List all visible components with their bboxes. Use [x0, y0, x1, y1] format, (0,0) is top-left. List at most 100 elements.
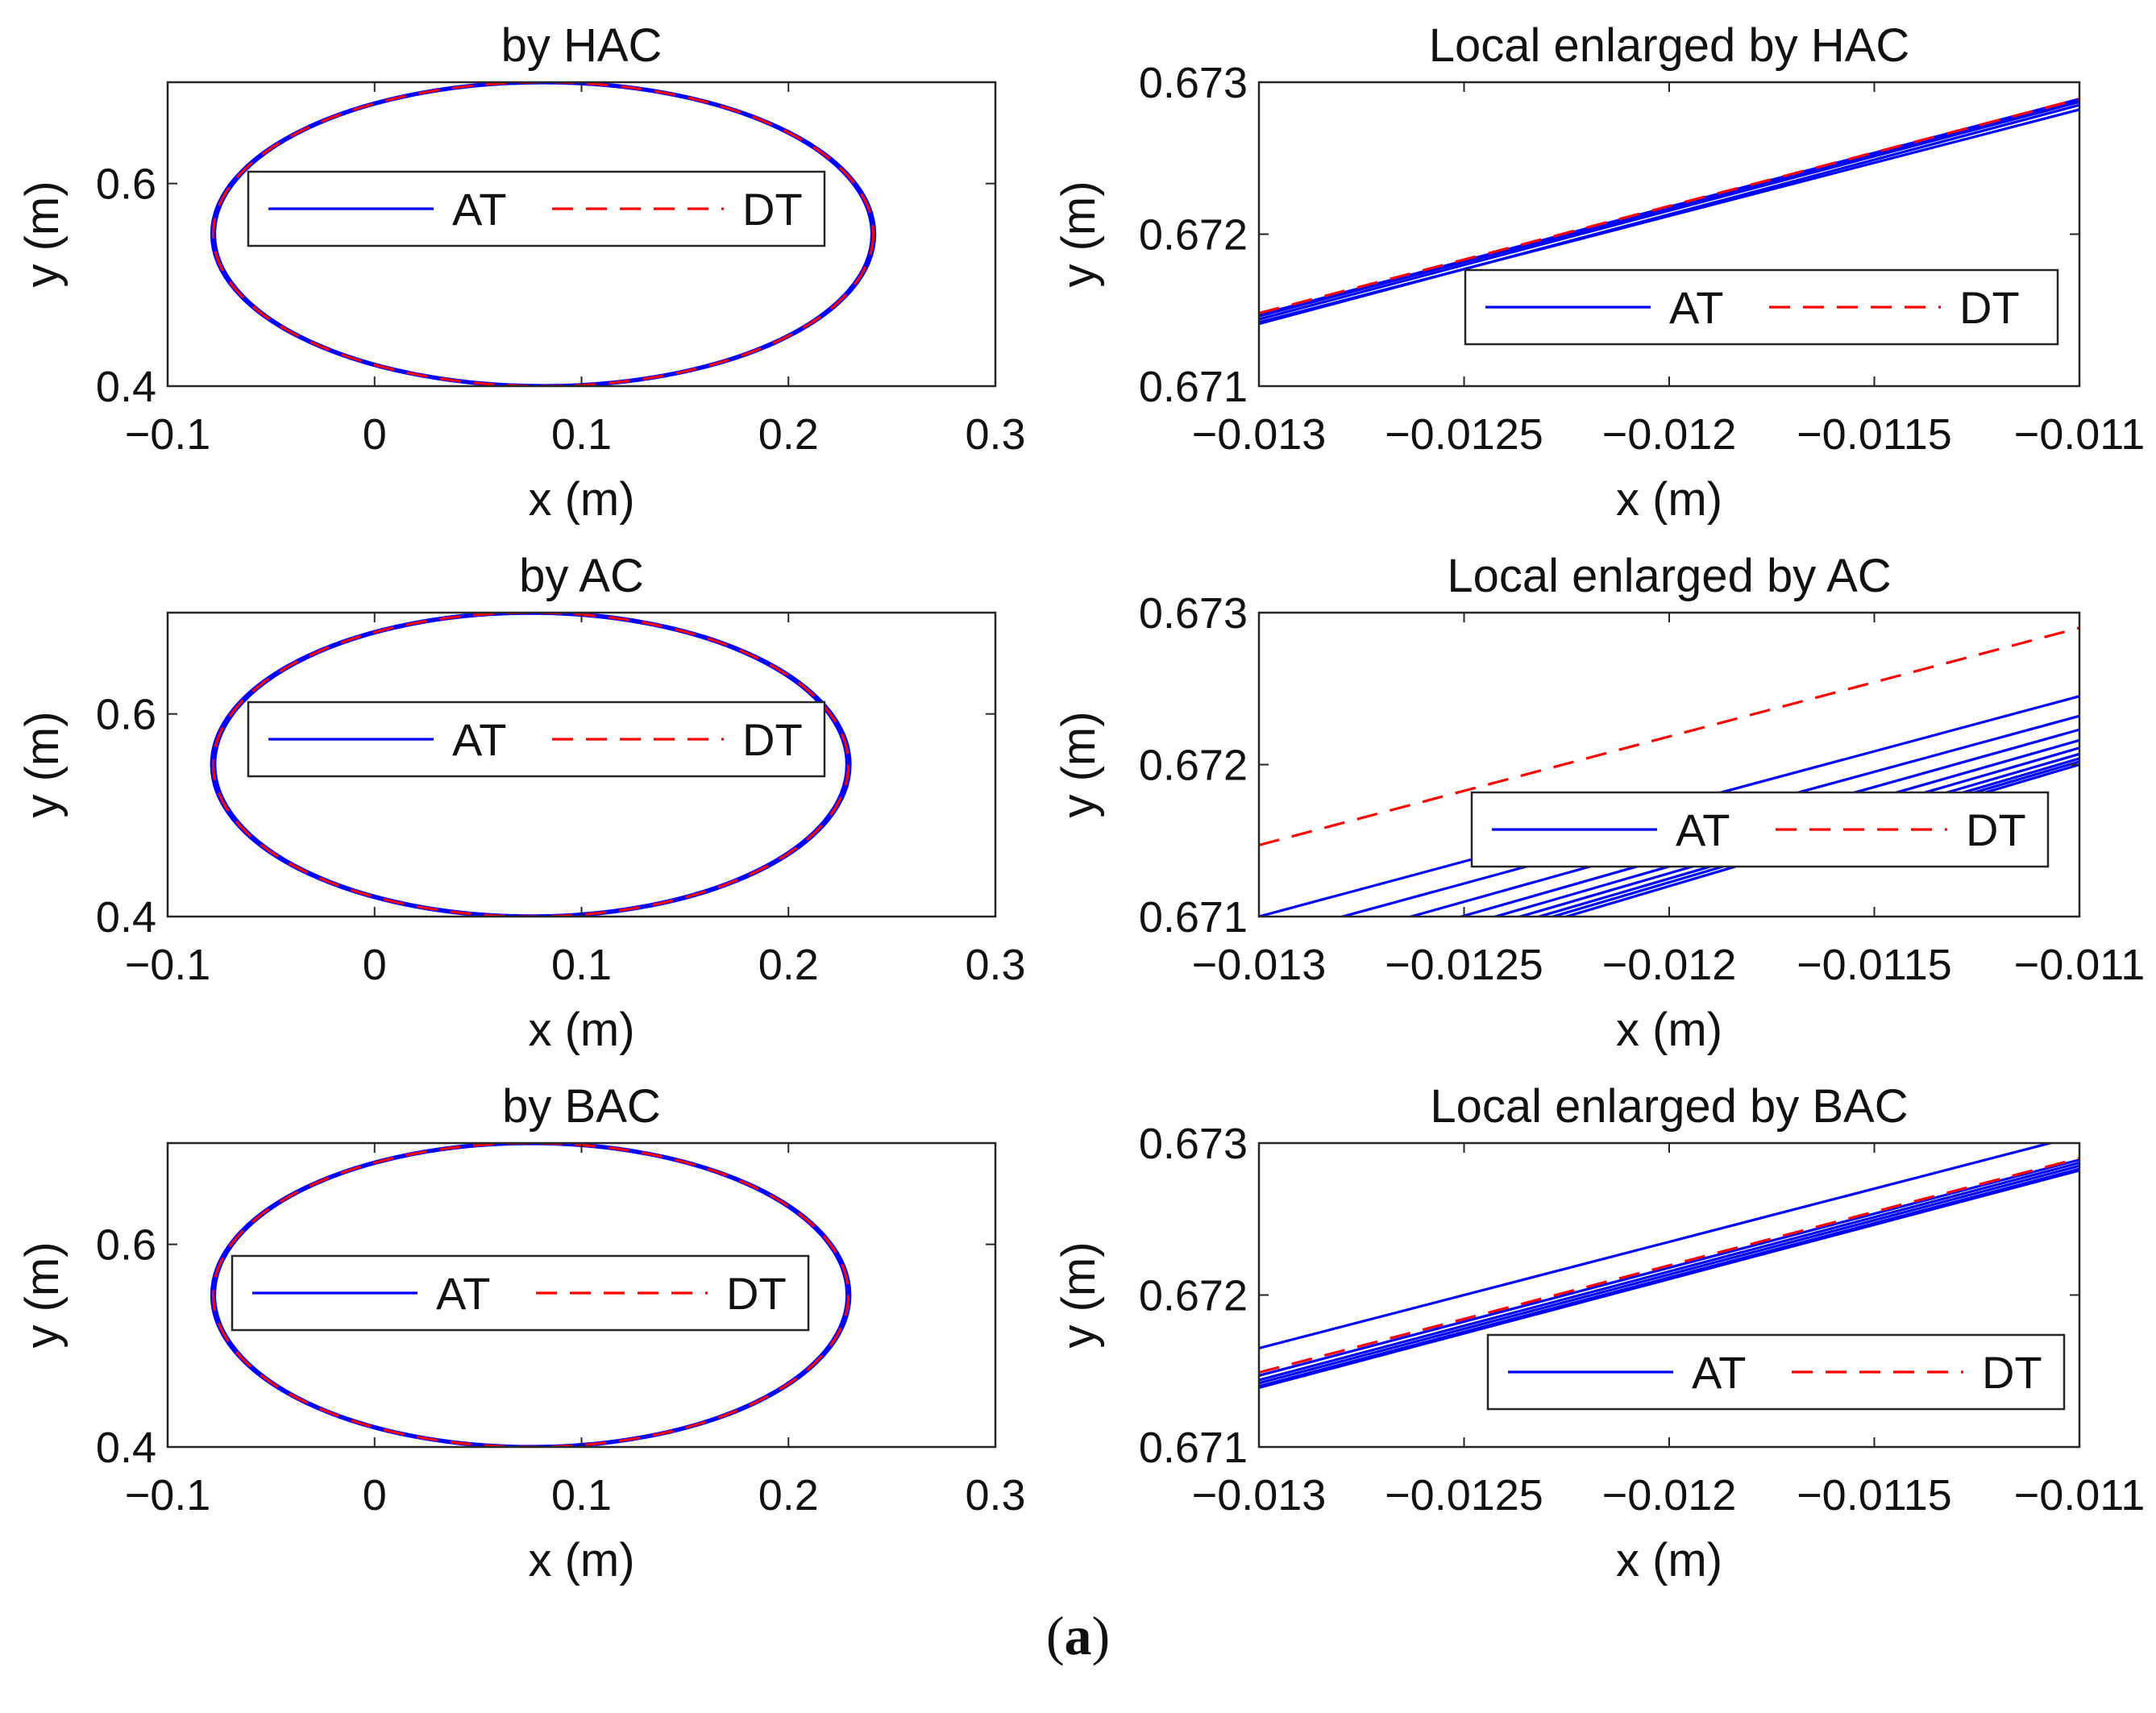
axes-box	[1257, 81, 2081, 388]
series-dt-line-1	[1259, 98, 2079, 315]
x-tick-label: −0.012	[1602, 410, 1737, 459]
legend: AT DT	[231, 1254, 810, 1332]
series-at-line-1	[1259, 1143, 2056, 1350]
series-at-line-4	[1259, 108, 2079, 324]
x-axis-label: x (m)	[528, 473, 634, 526]
x-tick-label: 0.2	[758, 410, 819, 459]
x-tick-label: −0.1	[125, 1471, 211, 1520]
y-tick-label: 0.673	[1139, 59, 1248, 107]
series-at-line-6	[1259, 1169, 2079, 1390]
x-axis-label: x (m)	[1616, 473, 1722, 526]
x-tick-label: −0.0125	[1385, 941, 1543, 989]
chart-panel-3: −0.1 0 0.1 0.2 0.3 0.4 0.6 by AC x (m) y (m) AT DT	[16, 550, 1026, 1056]
x-tick-label: 0.1	[551, 1471, 612, 1520]
x-tick-label: −0.1	[125, 410, 211, 459]
series-dt-ellipse-1	[212, 82, 874, 386]
y-tick-label: 0.673	[1139, 1120, 1248, 1168]
x-tick-label: 0.2	[758, 1471, 819, 1520]
series-at-ellipse-2	[210, 82, 877, 386]
series-at-line-4	[1259, 1164, 2079, 1385]
legend-dt-label: DT	[742, 714, 803, 765]
chart-panel-6: −0.013 −0.0125 −0.012 −0.0115 −0.011 0.671 0.6…	[1053, 1080, 2145, 1586]
y-axis-label: y (m)	[1053, 711, 1105, 817]
chart-title: by AC	[519, 550, 644, 602]
legend-at-label: AT	[1692, 1347, 1746, 1398]
legend-at-label: AT	[1669, 282, 1723, 333]
x-tick-label: 0	[363, 410, 387, 459]
y-tick-label: 0.4	[96, 893, 156, 942]
chart-panel-2: −0.013 −0.0125 −0.012 −0.0115 −0.011 0.671 0.6…	[1053, 19, 2145, 526]
y-tick-label: 0.6	[96, 160, 156, 209]
x-tick-label: −0.012	[1602, 941, 1737, 989]
chart-title: by HAC	[501, 19, 663, 72]
y-tick-label: 0.4	[96, 363, 156, 411]
legend-at-label: AT	[436, 1268, 490, 1319]
y-tick-label: 0.671	[1139, 1424, 1248, 1472]
legend-dt-label: DT	[742, 184, 803, 235]
series-dt-ellipse-1	[212, 1143, 850, 1447]
data-layer	[1259, 1143, 2079, 1390]
series-at-ellipse-2	[210, 1143, 852, 1447]
axes-box	[166, 611, 997, 918]
chart-title: by BAC	[502, 1080, 661, 1133]
y-axis-label: y (m)	[16, 711, 69, 817]
x-tick-label: −0.0125	[1385, 1471, 1543, 1520]
axes-box	[1257, 611, 2081, 918]
chart-panel-5: −0.1 0 0.1 0.2 0.3 0.4 0.6 by BAC x (m) y (m) AT DT	[16, 1080, 1026, 1586]
x-tick-label: 0.2	[758, 941, 819, 989]
y-tick-label: 0.672	[1139, 742, 1248, 790]
chart-panel-1: −0.1 0 0.1 0.2 0.3 0.4 0.6 by HAC x (m) y (m) AT DT	[16, 19, 1026, 526]
legend: AT DT	[247, 170, 826, 247]
chart-title: Local enlarged by HAC	[1429, 19, 1909, 72]
x-axis-label: x (m)	[1616, 1004, 1722, 1056]
y-axis-label: y (m)	[1053, 1241, 1105, 1348]
chart-title: Local enlarged by AC	[1447, 550, 1891, 602]
y-tick-label: 0.671	[1139, 363, 1248, 411]
series-at-line-3	[1259, 1161, 2079, 1382]
x-tick-label: 0.3	[965, 410, 1025, 459]
x-tick-label: −0.0115	[1797, 410, 1952, 459]
series-at-line-2	[1259, 100, 2079, 321]
y-tick-label: 0.671	[1139, 893, 1248, 942]
series-at-line-5	[1259, 1167, 2079, 1388]
x-tick-label: 0.1	[551, 410, 612, 459]
x-tick-label: −0.013	[1192, 941, 1327, 989]
y-axis-label: y (m)	[16, 181, 69, 287]
legend-at-label: AT	[452, 184, 506, 235]
legend-dt-label: DT	[1959, 282, 2020, 333]
legend: AT DT	[1486, 1333, 2066, 1411]
x-axis-label: x (m)	[528, 1534, 634, 1586]
y-axis-label: y (m)	[1053, 181, 1105, 287]
x-tick-label: −0.1	[125, 941, 211, 989]
axes-box	[166, 81, 997, 388]
legend: AT DT	[1464, 268, 2059, 346]
x-tick-label: −0.013	[1192, 1471, 1327, 1520]
series-at-line-5	[1259, 99, 2079, 318]
x-tick-label: −0.011	[2014, 941, 2146, 989]
x-axis-label: x (m)	[1616, 1534, 1722, 1586]
series-at-ellipse-2	[210, 613, 852, 917]
x-tick-label: −0.011	[2014, 410, 2146, 459]
axes-box	[1257, 1141, 2081, 1449]
y-tick-label: 0.672	[1139, 211, 1248, 260]
x-tick-label: −0.011	[2014, 1471, 2146, 1520]
series-dt-line-1	[1259, 1157, 2079, 1374]
x-tick-label: −0.0125	[1385, 410, 1543, 459]
y-tick-label: 0.6	[96, 691, 156, 739]
chart-title: Local enlarged by BAC	[1430, 1080, 1908, 1133]
legend-dt-label: DT	[726, 1268, 787, 1319]
x-tick-label: −0.0115	[1797, 941, 1952, 989]
x-axis-label: x (m)	[528, 1004, 634, 1056]
x-tick-label: 0	[363, 1471, 387, 1520]
y-axis-label: y (m)	[16, 1241, 69, 1348]
series-dt-ellipse-1	[212, 613, 850, 917]
legend: AT DT	[1470, 791, 2050, 868]
y-tick-label: 0.6	[96, 1221, 156, 1270]
y-tick-label: 0.673	[1139, 589, 1248, 638]
chart-panel-4: −0.013 −0.0125 −0.012 −0.0115 −0.011 0.671 0.6…	[1053, 550, 2145, 1056]
y-tick-label: 0.672	[1139, 1272, 1248, 1320]
series-at-line-2	[1259, 1158, 2079, 1377]
x-tick-label: 0	[363, 941, 387, 989]
axes-box	[166, 1141, 997, 1449]
